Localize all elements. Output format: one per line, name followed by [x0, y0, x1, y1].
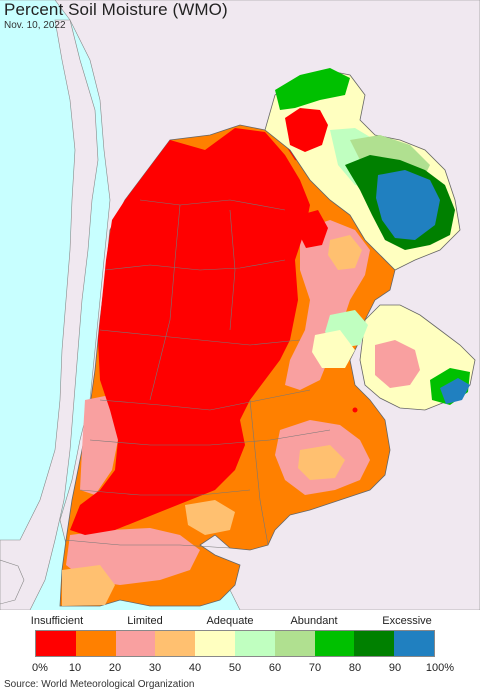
- coastal-red-dot: [352, 407, 358, 413]
- legend-tick: 100%: [425, 662, 455, 674]
- legend-category-abundant: Abundant: [290, 615, 338, 627]
- legend-swatch-4: [195, 631, 235, 656]
- legend-swatch-2: [115, 631, 156, 656]
- map-date: Nov. 10, 2022: [4, 20, 66, 31]
- legend: Insufficient Limited Adequate Abundant E…: [0, 610, 480, 674]
- legend-tick: 90: [388, 662, 402, 674]
- map-title: Percent Soil Moisture (WMO): [4, 0, 228, 19]
- legend-tick: 50: [228, 662, 242, 674]
- legend-tick: 80: [348, 662, 362, 674]
- legend-tick: 40: [188, 662, 202, 674]
- province-borders: [64, 199, 331, 549]
- chile-islands: [0, 559, 25, 605]
- red-zone-east-blob: [298, 210, 328, 248]
- legend-category-adequate: Adequate: [206, 615, 254, 627]
- soil-moisture-map: Percent Soil Moisture (WMO) Nov. 10, 202…: [0, 0, 480, 610]
- map-svg: [0, 0, 480, 610]
- legend-tick: 30: [148, 662, 162, 674]
- paraguay-blue: [376, 170, 440, 240]
- legend-tick: 20: [108, 662, 122, 674]
- legend-swatch-5: [234, 631, 275, 656]
- red-zone-main: [70, 128, 310, 535]
- legend-color-bar: [35, 630, 435, 657]
- legend-tick: 70: [308, 662, 322, 674]
- uruguay-pink: [375, 340, 420, 388]
- legend-swatch-8: [354, 631, 395, 656]
- legend-swatch-0: [36, 631, 76, 656]
- legend-tick: 60: [268, 662, 282, 674]
- lightorange-zone-4: [328, 235, 362, 270]
- brazil-north-green: [275, 68, 350, 110]
- legend-swatch-3: [155, 631, 196, 656]
- legend-tick: 0%: [32, 662, 48, 674]
- lightorange-zone-3: [62, 565, 115, 606]
- legend-category-insufficient: Insufficient: [30, 615, 84, 627]
- north-red-ring: [285, 108, 328, 152]
- source-credit: Source: World Meteorological Organizatio…: [4, 679, 195, 690]
- lightorange-zone-2: [185, 500, 235, 535]
- legend-swatch-1: [75, 631, 116, 656]
- pink-zone-west: [80, 395, 120, 495]
- lightorange-zone-1: [298, 445, 345, 480]
- uruguay-blue: [440, 378, 470, 404]
- legend-tick: 10: [68, 662, 82, 674]
- legend-swatch-7: [314, 631, 355, 656]
- legend-swatch-9: [394, 631, 434, 656]
- chile-coast-land: [0, 19, 99, 610]
- legend-category-excessive: Excessive: [382, 615, 432, 627]
- entre-rios-yellow: [312, 330, 355, 368]
- legend-swatch-6: [274, 631, 315, 656]
- legend-category-limited: Limited: [127, 615, 163, 627]
